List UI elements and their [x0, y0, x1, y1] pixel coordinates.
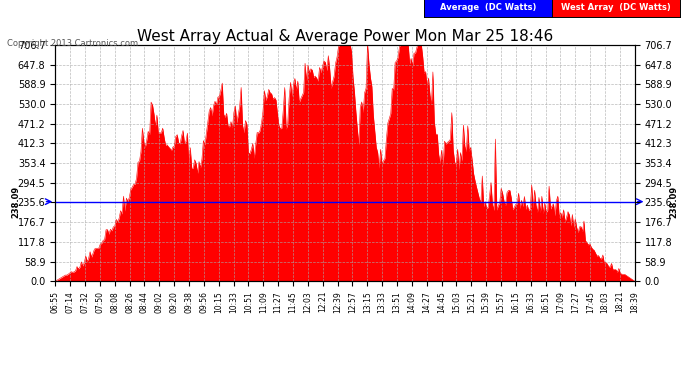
Title: West Array Actual & Average Power Mon Mar 25 18:46: West Array Actual & Average Power Mon Ma…: [137, 29, 553, 44]
Text: Average  (DC Watts): Average (DC Watts): [440, 3, 536, 12]
Text: 238.09: 238.09: [12, 186, 21, 218]
Text: West Array  (DC Watts): West Array (DC Watts): [561, 3, 671, 12]
Text: 238.09: 238.09: [669, 186, 678, 218]
Text: Copyright 2013 Cartronics.com: Copyright 2013 Cartronics.com: [7, 39, 138, 48]
